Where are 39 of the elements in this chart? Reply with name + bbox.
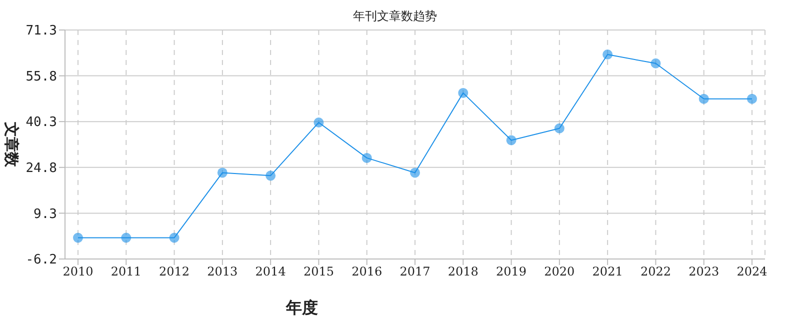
y-axis-title: 文章数 bbox=[2, 121, 21, 168]
point bbox=[73, 232, 83, 243]
x-axis-title: 年度 bbox=[285, 298, 318, 317]
y-tick-label: -6.2 bbox=[26, 252, 57, 268]
point bbox=[314, 117, 324, 128]
x-tick-label: 2016 bbox=[352, 264, 382, 279]
x-tick-label: 2010 bbox=[62, 264, 94, 279]
point bbox=[698, 94, 709, 104]
point bbox=[747, 94, 757, 104]
point bbox=[554, 123, 564, 134]
x-tick-label: 2014 bbox=[255, 264, 286, 279]
x-tick-label: 2020 bbox=[544, 264, 575, 279]
point bbox=[169, 232, 180, 243]
x-tick-label: 2023 bbox=[688, 264, 720, 279]
x-tick-label: 2012 bbox=[159, 264, 190, 279]
point bbox=[362, 152, 372, 163]
point bbox=[458, 88, 468, 98]
y-tick-label: 71.3 bbox=[26, 24, 57, 39]
x-tick-label: 2013 bbox=[207, 264, 238, 279]
y-tick-label: 24.8 bbox=[26, 161, 57, 176]
point bbox=[410, 168, 420, 178]
x-tick-label: 2015 bbox=[303, 264, 334, 279]
point bbox=[217, 168, 228, 178]
x-tick-label: 2011 bbox=[110, 264, 142, 279]
x-tick-label: 2018 bbox=[448, 264, 478, 279]
x-tick-label: 2024 bbox=[736, 264, 768, 279]
x-tick-label: 2021 bbox=[592, 264, 623, 279]
x-tick-label: 2019 bbox=[496, 264, 527, 279]
point bbox=[650, 58, 661, 68]
chart-title: 年刊文章数趋势 bbox=[352, 8, 438, 25]
x-tick-label: 2017 bbox=[400, 264, 430, 279]
point bbox=[266, 170, 276, 181]
point bbox=[506, 135, 516, 146]
x-tick-label: 2022 bbox=[640, 264, 671, 279]
y-tick-label: 55.8 bbox=[26, 69, 57, 84]
point bbox=[602, 50, 613, 60]
point bbox=[121, 232, 132, 243]
y-tick-label: 9.3 bbox=[34, 206, 57, 222]
y-tick-label: 40.3 bbox=[26, 115, 57, 130]
